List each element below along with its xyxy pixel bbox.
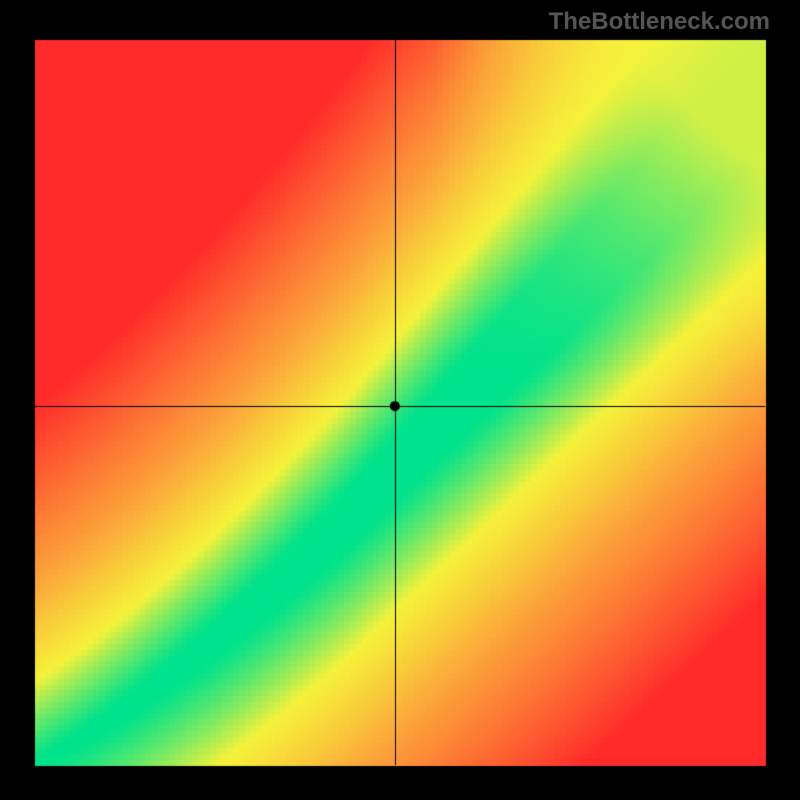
watermark-text: TheBottleneck.com — [549, 8, 770, 36]
heatmap-canvas — [0, 0, 800, 800]
chart-container: { "canvas": { "width": 800, "height": 80… — [0, 0, 800, 800]
